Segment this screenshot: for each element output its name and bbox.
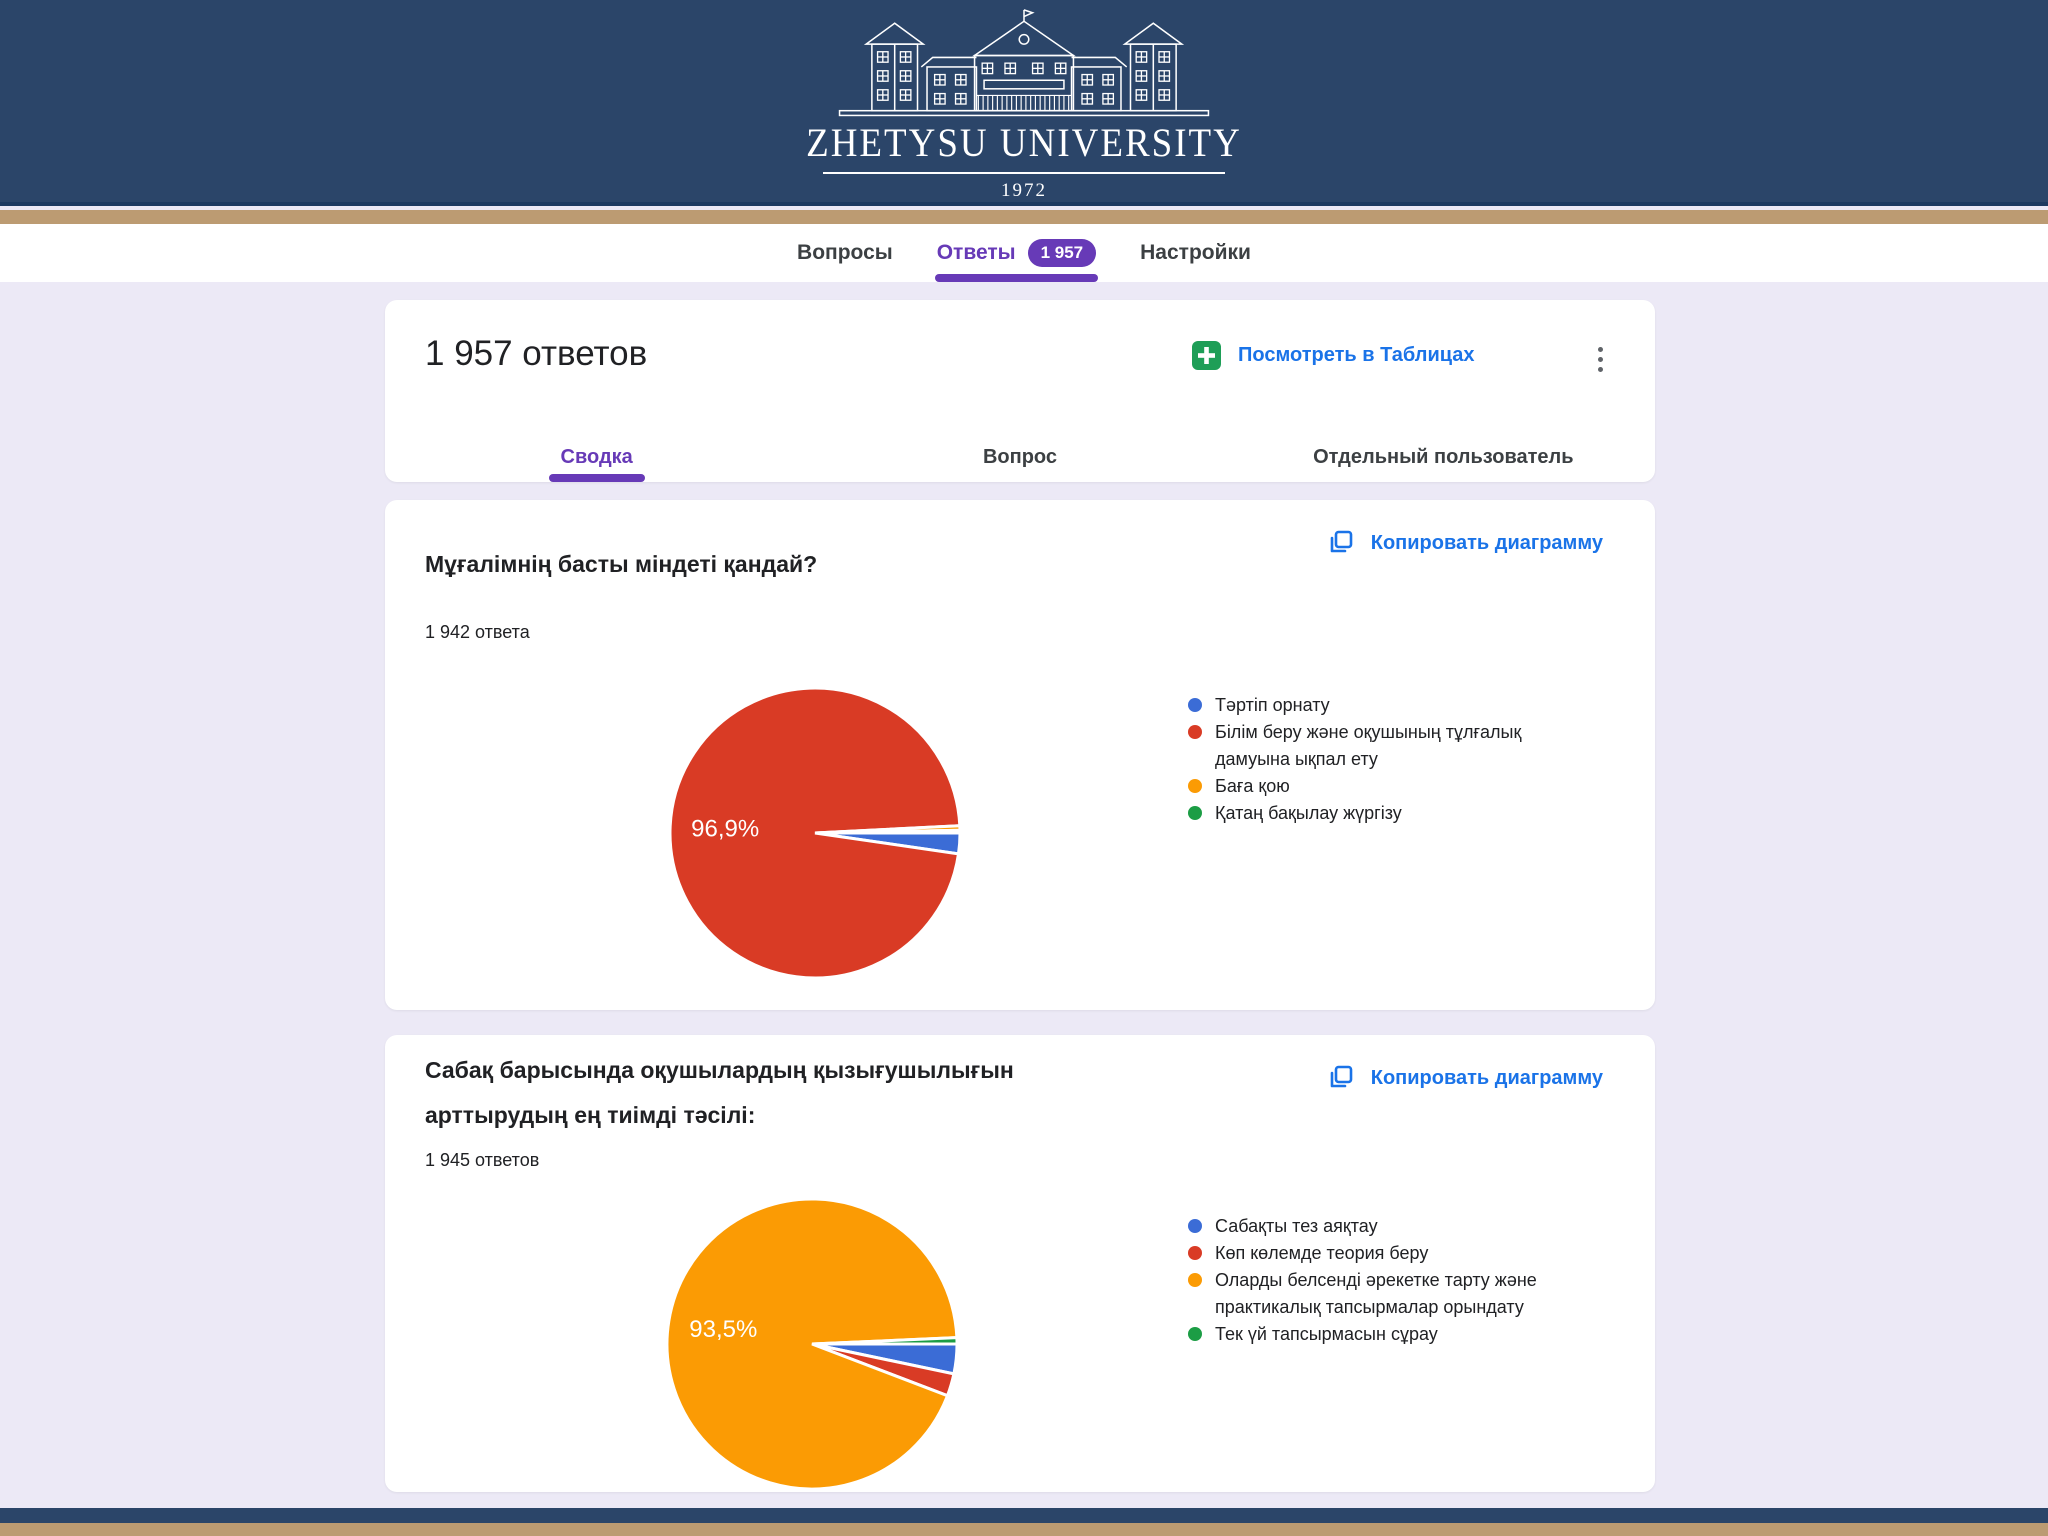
responses-count-badge: 1 957 <box>1027 239 1097 267</box>
responses-total-title: 1 957 ответов <box>425 334 648 373</box>
legend-item: Оларды белсенді әрекетке тарту және прак… <box>1188 1267 1608 1321</box>
university-name: ZHETYSU UNIVERSITY <box>806 121 1242 167</box>
legend-color-dot <box>1188 1327 1202 1341</box>
pie-chart: 96,9% <box>668 686 962 980</box>
legend-label: Оларды белсенді әрекетке тарту және прак… <box>1215 1270 1537 1317</box>
view-in-sheets-link[interactable]: Посмотреть в Таблицах <box>1191 340 1475 371</box>
legend-label: Тәртіп орнату <box>1215 695 1330 715</box>
footer-blue-bar <box>0 1508 2048 1523</box>
tab-individual-label: Отдельный пользователь <box>1313 445 1574 468</box>
tab-summary[interactable]: Сводка <box>385 432 808 482</box>
legend-item: Тәртіп орнату <box>1188 692 1608 719</box>
legend-label: Білім беру және оқушының тұлғалық дамуын… <box>1215 722 1522 769</box>
legend-color-dot <box>1188 806 1202 820</box>
legend-item: Тек үй тапсырмасын сұрау <box>1188 1321 1608 1348</box>
sheets-icon <box>1192 341 1221 370</box>
legend-label: Сабақты тез аяқтау <box>1215 1216 1378 1236</box>
legend-item: Қатаң бақылау жүргізу <box>1188 800 1608 827</box>
copy-chart-link-2[interactable]: Копировать диаграмму <box>1325 1063 1603 1093</box>
pie-percent-label: 93,5% <box>689 1316 757 1343</box>
responses-summary-card: 1 957 ответов Посмотреть в Таблицах Свод… <box>385 300 1655 482</box>
pie-chart: 93,5% <box>665 1197 959 1491</box>
chart-card-2: Копировать диаграмму Сабақ барысында оқу… <box>385 1035 1655 1492</box>
legend-item: Білім беру және оқушының тұлғалық дамуын… <box>1188 719 1608 773</box>
banner-gold-stripe <box>0 210 2048 224</box>
chart-card-1: Копировать диаграмму Мұғалімнің басты мі… <box>385 500 1655 1010</box>
tab-responses[interactable]: Ответы 1 957 <box>934 224 1099 282</box>
legend-color-dot <box>1188 1246 1202 1260</box>
view-in-sheets-label: Посмотреть в Таблицах <box>1238 344 1475 366</box>
chart-legend: Сабақты тез аяқтау Көп көлемде теория бер… <box>1188 1213 1608 1348</box>
copy-chart-link-1[interactable]: Копировать диаграмму <box>1325 528 1603 558</box>
copy-icon <box>1330 530 1353 553</box>
tab-settings-label: Настройки <box>1140 241 1251 264</box>
tab-question[interactable]: Вопрос <box>808 432 1231 482</box>
established-year: 1972 <box>1001 180 1047 201</box>
footer-tan-bar <box>0 1523 2048 1536</box>
tab-settings[interactable]: Настройки <box>1140 224 1251 282</box>
summary-tab-bar: Сводка Вопрос Отдельный пользователь <box>385 432 1655 482</box>
legend-label: Қатаң бақылау жүргізу <box>1215 803 1402 823</box>
pie-slice[interactable] <box>668 686 962 980</box>
legend-item: Баға қою <box>1188 773 1608 800</box>
tab-question-label: Вопрос <box>982 445 1058 468</box>
summary-tab-underline <box>548 474 645 482</box>
legend-label: Баға қою <box>1215 776 1290 796</box>
pie-percent-label: 96,9% <box>691 815 759 842</box>
tab-questions[interactable]: Вопросы <box>797 224 893 282</box>
copy-icon <box>1330 1065 1353 1088</box>
chart-responses-count: 1 945 ответов <box>425 1150 540 1170</box>
legend-color-dot <box>1188 1273 1202 1287</box>
form-navbar: Вопросы Ответы 1 957 Настройки <box>0 224 2048 282</box>
tab-responses-label: Ответы <box>936 241 1016 264</box>
legend-color-dot <box>1188 779 1202 793</box>
kebab-menu-icon[interactable] <box>1583 340 1617 378</box>
pie-slice[interactable] <box>814 828 962 835</box>
legend-color-dot <box>1188 725 1202 739</box>
legend-color-dot <box>1188 698 1202 712</box>
copy-chart-label: Копировать диаграмму <box>1370 531 1603 554</box>
tab-individual[interactable]: Отдельный пользователь <box>1232 432 1655 482</box>
chart-legend: Тәртіп орнату Білім беру және оқушының тұ… <box>1188 692 1608 827</box>
legend-item: Сабақты тез аяқтау <box>1188 1213 1608 1240</box>
pie-slice[interactable] <box>665 1197 959 1491</box>
legend-item: Көп көлемде теория беру <box>1188 1240 1608 1267</box>
tab-questions-label: Вопросы <box>797 241 893 264</box>
university-building-icon <box>838 9 1210 117</box>
legend-label: Көп көлемде теория беру <box>1215 1243 1429 1263</box>
university-banner: ZHETYSU UNIVERSITY 1972 <box>0 0 2048 206</box>
pie-slice[interactable] <box>811 1336 959 1346</box>
chart-question-title: Мұғалімнің басты міндеті қандай? <box>425 551 818 577</box>
logo-divider <box>823 172 1225 174</box>
copy-chart-label: Копировать диаграмму <box>1370 1066 1603 1089</box>
chart-question-title: Сабақ барысында оқушылардың қызығушылығы… <box>425 1057 1014 1128</box>
chart-responses-count: 1 942 ответа <box>425 622 530 642</box>
legend-label: Тек үй тапсырмасын сұрау <box>1215 1324 1438 1344</box>
active-tab-underline <box>934 274 1099 282</box>
legend-color-dot <box>1188 1219 1202 1233</box>
tab-summary-label: Сводка <box>560 445 633 468</box>
